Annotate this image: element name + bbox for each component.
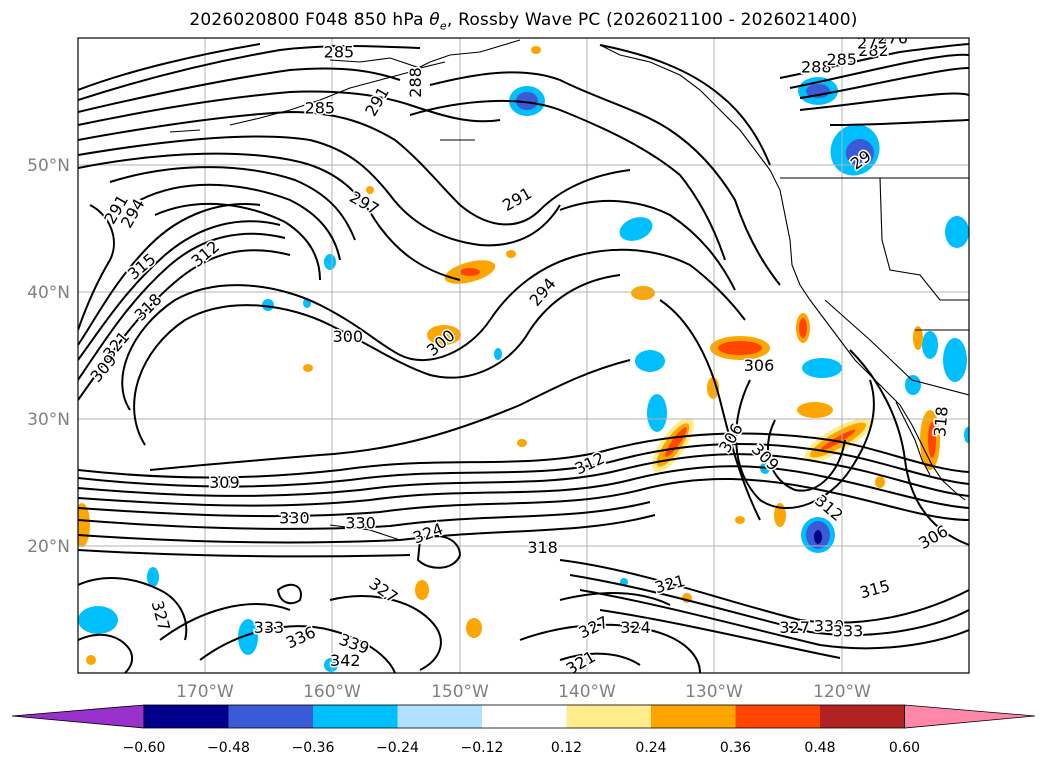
contour-label: 276 xyxy=(877,29,908,48)
colorbar-tick-label: 0.12 xyxy=(551,740,582,756)
coastlines xyxy=(169,39,969,541)
contour-label: 285 xyxy=(324,42,355,61)
contour-label: 306 xyxy=(744,356,775,375)
colorbar-segment xyxy=(651,705,736,728)
colorbar-segment xyxy=(313,705,398,728)
plot-title: 2026020800 F048 850 hPa θe, Rossby Wave … xyxy=(189,10,858,33)
colorbar-tick-label: −0.48 xyxy=(207,740,250,756)
lat-tick-label: 50°N xyxy=(27,156,70,176)
contour-label: 318 xyxy=(930,405,952,437)
contour-label: 282 xyxy=(858,41,889,60)
colorbar-tick-label: 0.48 xyxy=(804,740,835,756)
theta-e-contours xyxy=(78,43,969,673)
contour-label: 333 xyxy=(254,618,285,637)
contour-label: 330 xyxy=(814,617,845,636)
colorbar-tick-label: 0.60 xyxy=(889,740,920,756)
lon-tick-label: 130°W xyxy=(685,682,743,702)
colorbar-tick-label: 0.36 xyxy=(720,740,751,756)
lon-tick-label: 160°W xyxy=(303,682,361,702)
colorbar-segment xyxy=(482,705,567,728)
lon-tick-label: 150°W xyxy=(431,682,489,702)
colorbar-segment xyxy=(228,705,313,728)
map-area xyxy=(78,38,969,673)
contour-label: 333 xyxy=(833,622,864,641)
colorbar: −0.60 −0.48 −0.36 −0.24 −0.12 0.12 0.24 … xyxy=(11,704,1036,756)
colorbar-segment xyxy=(397,705,482,728)
contour-label: 285 xyxy=(826,50,857,69)
contour-label: 279 xyxy=(857,34,888,53)
map-frame xyxy=(77,37,970,674)
colorbar-extend-max xyxy=(904,704,1036,729)
contour-label: 288 xyxy=(801,58,832,77)
contour-label: 285 xyxy=(305,98,336,117)
colorbar-tick-label: 0.24 xyxy=(635,740,666,756)
colorbar-tick-label: −0.24 xyxy=(376,740,419,756)
colorbar-segment xyxy=(566,705,651,728)
colorbar-tick-label: −0.60 xyxy=(123,740,166,756)
graticule xyxy=(78,38,969,673)
contour-label: 330 xyxy=(345,514,376,533)
colorbar-tick-label: −0.12 xyxy=(461,740,504,756)
lat-tick-label: 20°N xyxy=(27,537,70,557)
colorbar-segment xyxy=(820,705,905,728)
lon-axis: 170°W 160°W 150°W 140°W 130°W 120°W xyxy=(176,682,871,702)
lon-tick-label: 140°W xyxy=(558,682,616,702)
lat-axis: 20°N 30°N 40°N 50°N xyxy=(27,156,70,557)
lon-tick-label: 120°W xyxy=(813,682,871,702)
contour-label: 288 xyxy=(406,67,425,98)
colorbar-tick-label: −0.36 xyxy=(292,740,335,756)
contour-label: 309 xyxy=(209,473,240,492)
lat-tick-label: 40°N xyxy=(27,283,70,303)
contour-label: 330 xyxy=(279,509,310,528)
contour-label: 327 xyxy=(779,618,810,637)
contour-label: 318 xyxy=(527,538,558,557)
lon-tick-label: 170°W xyxy=(176,682,234,702)
colorbar-extend-min xyxy=(11,704,145,729)
contour-label: 324 xyxy=(620,618,651,637)
colorbar-segment xyxy=(144,705,229,728)
contour-label: 300 xyxy=(333,327,364,346)
colorbar-segment xyxy=(735,705,820,728)
contour-label: 342 xyxy=(330,651,361,670)
lat-tick-label: 30°N xyxy=(27,410,70,430)
